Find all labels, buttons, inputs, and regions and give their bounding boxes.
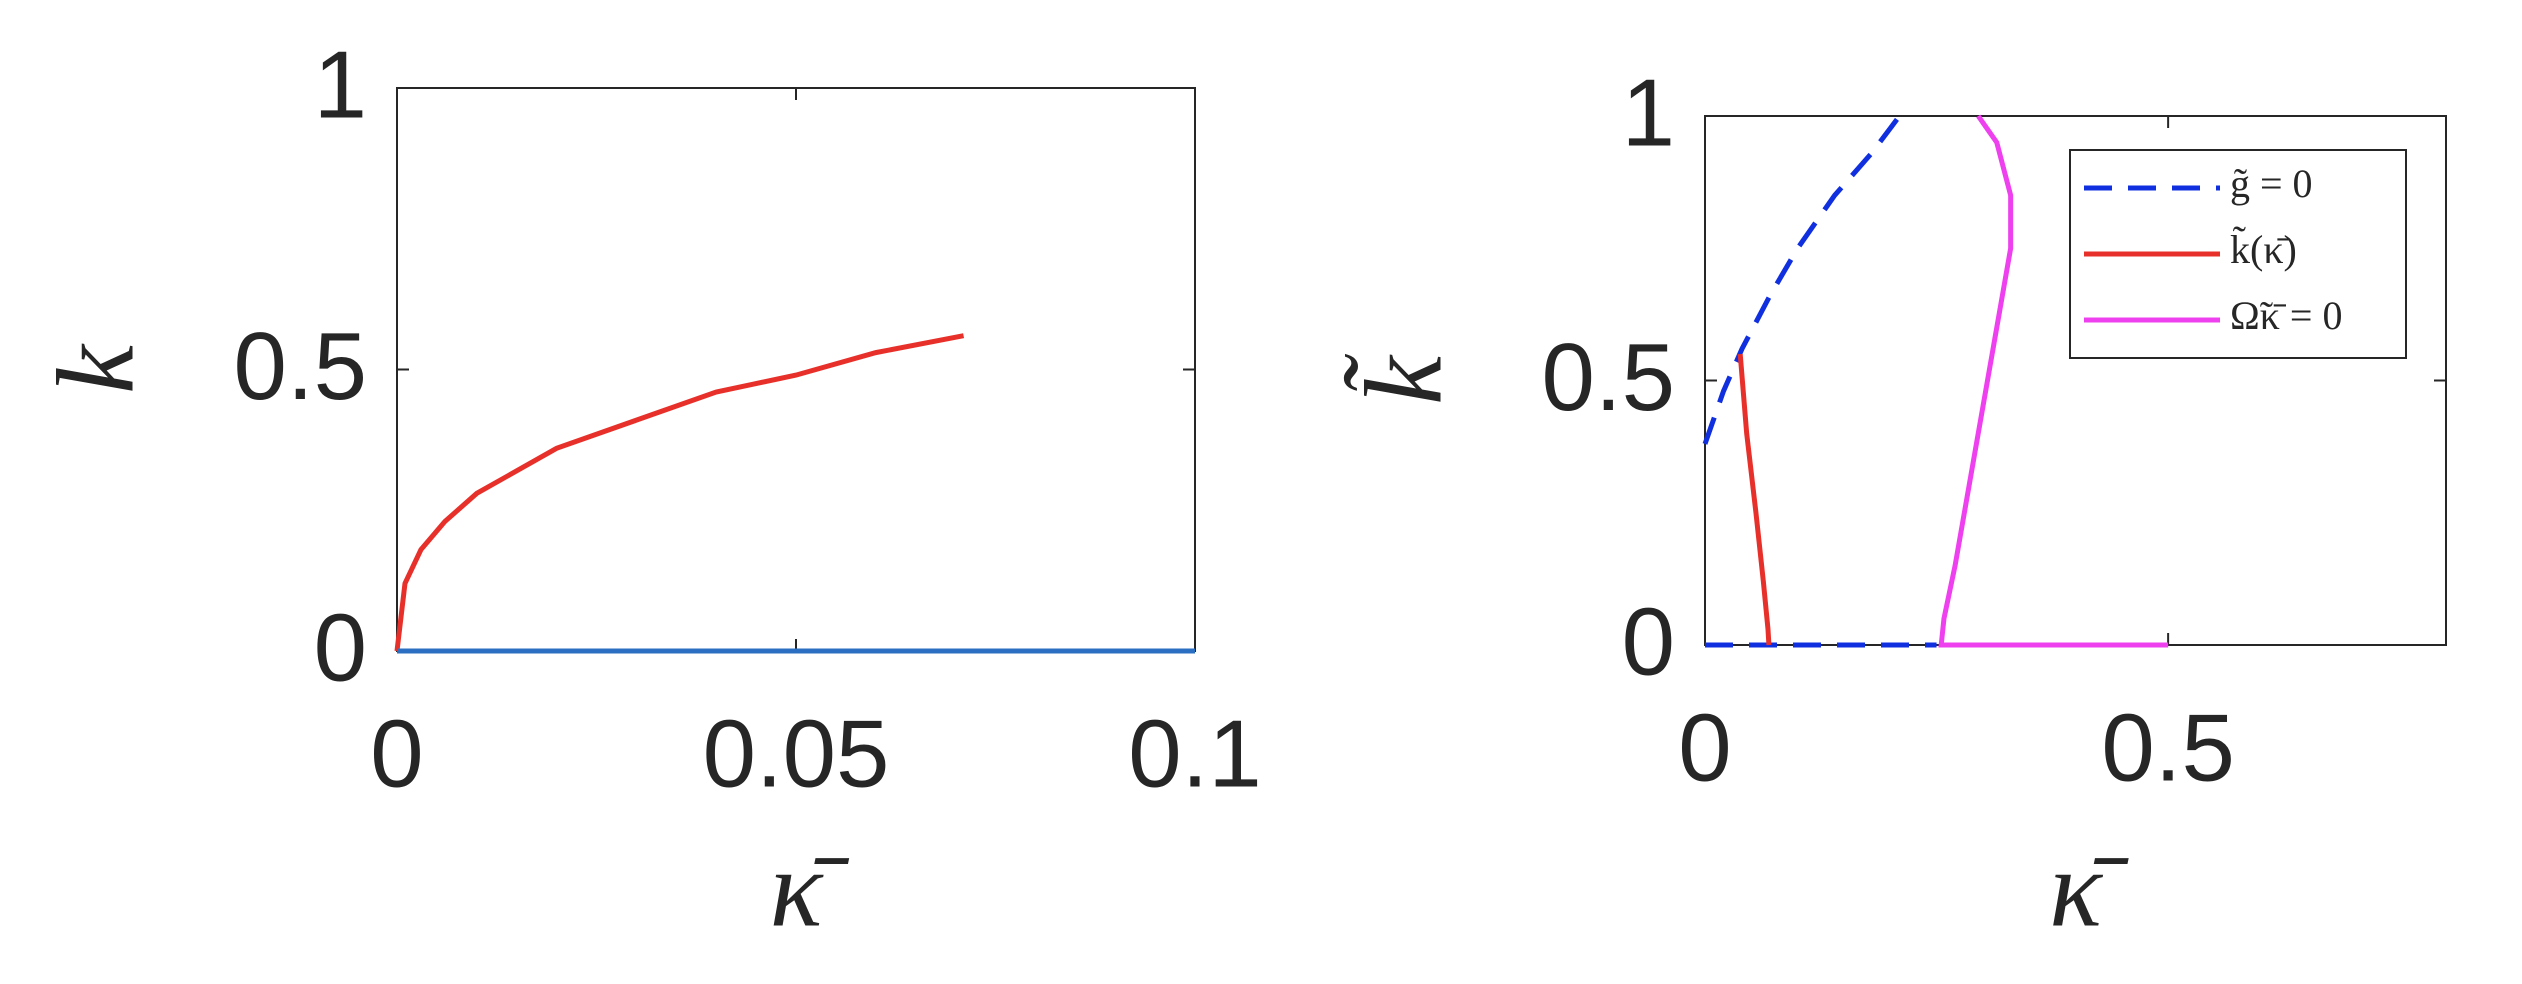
y-tick-label: 1 <box>1622 59 1675 166</box>
y-tick-label: 0 <box>1622 588 1675 695</box>
axes-box <box>396 87 1196 652</box>
series-line <box>1938 114 2169 648</box>
x-axis-label: κ̄ <box>2049 827 2129 949</box>
legend-label: g̃ = 0 <box>2230 161 2313 206</box>
y-tick-label: 0.5 <box>1542 324 1675 431</box>
x-tick-label: 0.5 <box>2101 694 2234 801</box>
x-tick-label: 0.1 <box>1128 700 1261 807</box>
x-axis-label: κ̄ <box>770 827 850 949</box>
x-tick-label: 0.05 <box>703 700 890 807</box>
y-tick-label: 1 <box>314 31 367 138</box>
legend-label: Ω̃κ̄ = 0 <box>2230 293 2342 338</box>
series-line <box>1737 353 1772 646</box>
legend-label: k̃(κ̄) <box>2230 227 2297 272</box>
y-tick-label: 0.5 <box>234 313 367 420</box>
x-tick-label: 0 <box>370 700 423 807</box>
y-axis-label: k̃ <box>1342 353 1464 405</box>
y-axis-label: k <box>34 343 156 394</box>
series-line <box>1702 114 1937 648</box>
y-tick-label: 0 <box>314 594 367 701</box>
series-line <box>394 333 965 652</box>
x-tick-label: 0 <box>1678 694 1731 801</box>
